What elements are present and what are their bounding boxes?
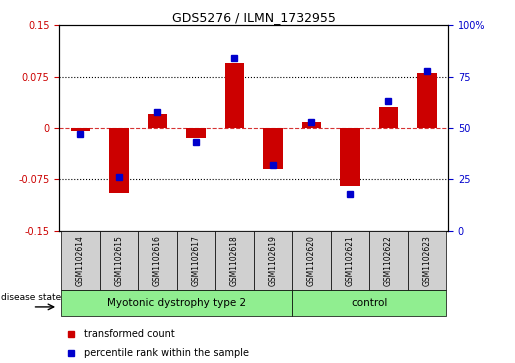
Bar [215, 231, 253, 290]
Bar [109, 128, 129, 193]
Title: GDS5276 / ILMN_1732955: GDS5276 / ILMN_1732955 [171, 11, 336, 24]
Text: GSM1102616: GSM1102616 [153, 235, 162, 286]
Bar [177, 231, 215, 290]
Text: GSM1102621: GSM1102621 [346, 235, 354, 286]
Bar [292, 290, 446, 316]
Text: percentile rank within the sample: percentile rank within the sample [84, 347, 249, 358]
Bar [379, 107, 398, 128]
Bar [138, 231, 177, 290]
Bar [71, 128, 90, 131]
Bar [253, 231, 292, 290]
Bar [186, 128, 205, 138]
Bar [408, 231, 446, 290]
Text: GSM1102617: GSM1102617 [192, 235, 200, 286]
Bar [340, 128, 359, 186]
Bar [292, 231, 331, 290]
Text: GSM1102614: GSM1102614 [76, 235, 85, 286]
Bar [225, 63, 244, 128]
Bar [99, 231, 138, 290]
Text: control: control [351, 298, 387, 308]
Bar [331, 231, 369, 290]
Text: GSM1102622: GSM1102622 [384, 235, 393, 286]
Text: transformed count: transformed count [84, 329, 175, 339]
Text: GSM1102615: GSM1102615 [114, 235, 124, 286]
Bar [302, 122, 321, 128]
Bar [61, 231, 99, 290]
Bar [417, 73, 437, 128]
Text: disease state: disease state [1, 293, 61, 302]
Text: GSM1102623: GSM1102623 [422, 235, 432, 286]
Bar [263, 128, 283, 169]
Bar [61, 290, 292, 316]
Text: GSM1102618: GSM1102618 [230, 235, 239, 286]
Text: Myotonic dystrophy type 2: Myotonic dystrophy type 2 [107, 298, 246, 308]
Text: GSM1102620: GSM1102620 [307, 235, 316, 286]
Text: GSM1102619: GSM1102619 [268, 235, 278, 286]
Bar [148, 114, 167, 128]
Bar [369, 231, 408, 290]
